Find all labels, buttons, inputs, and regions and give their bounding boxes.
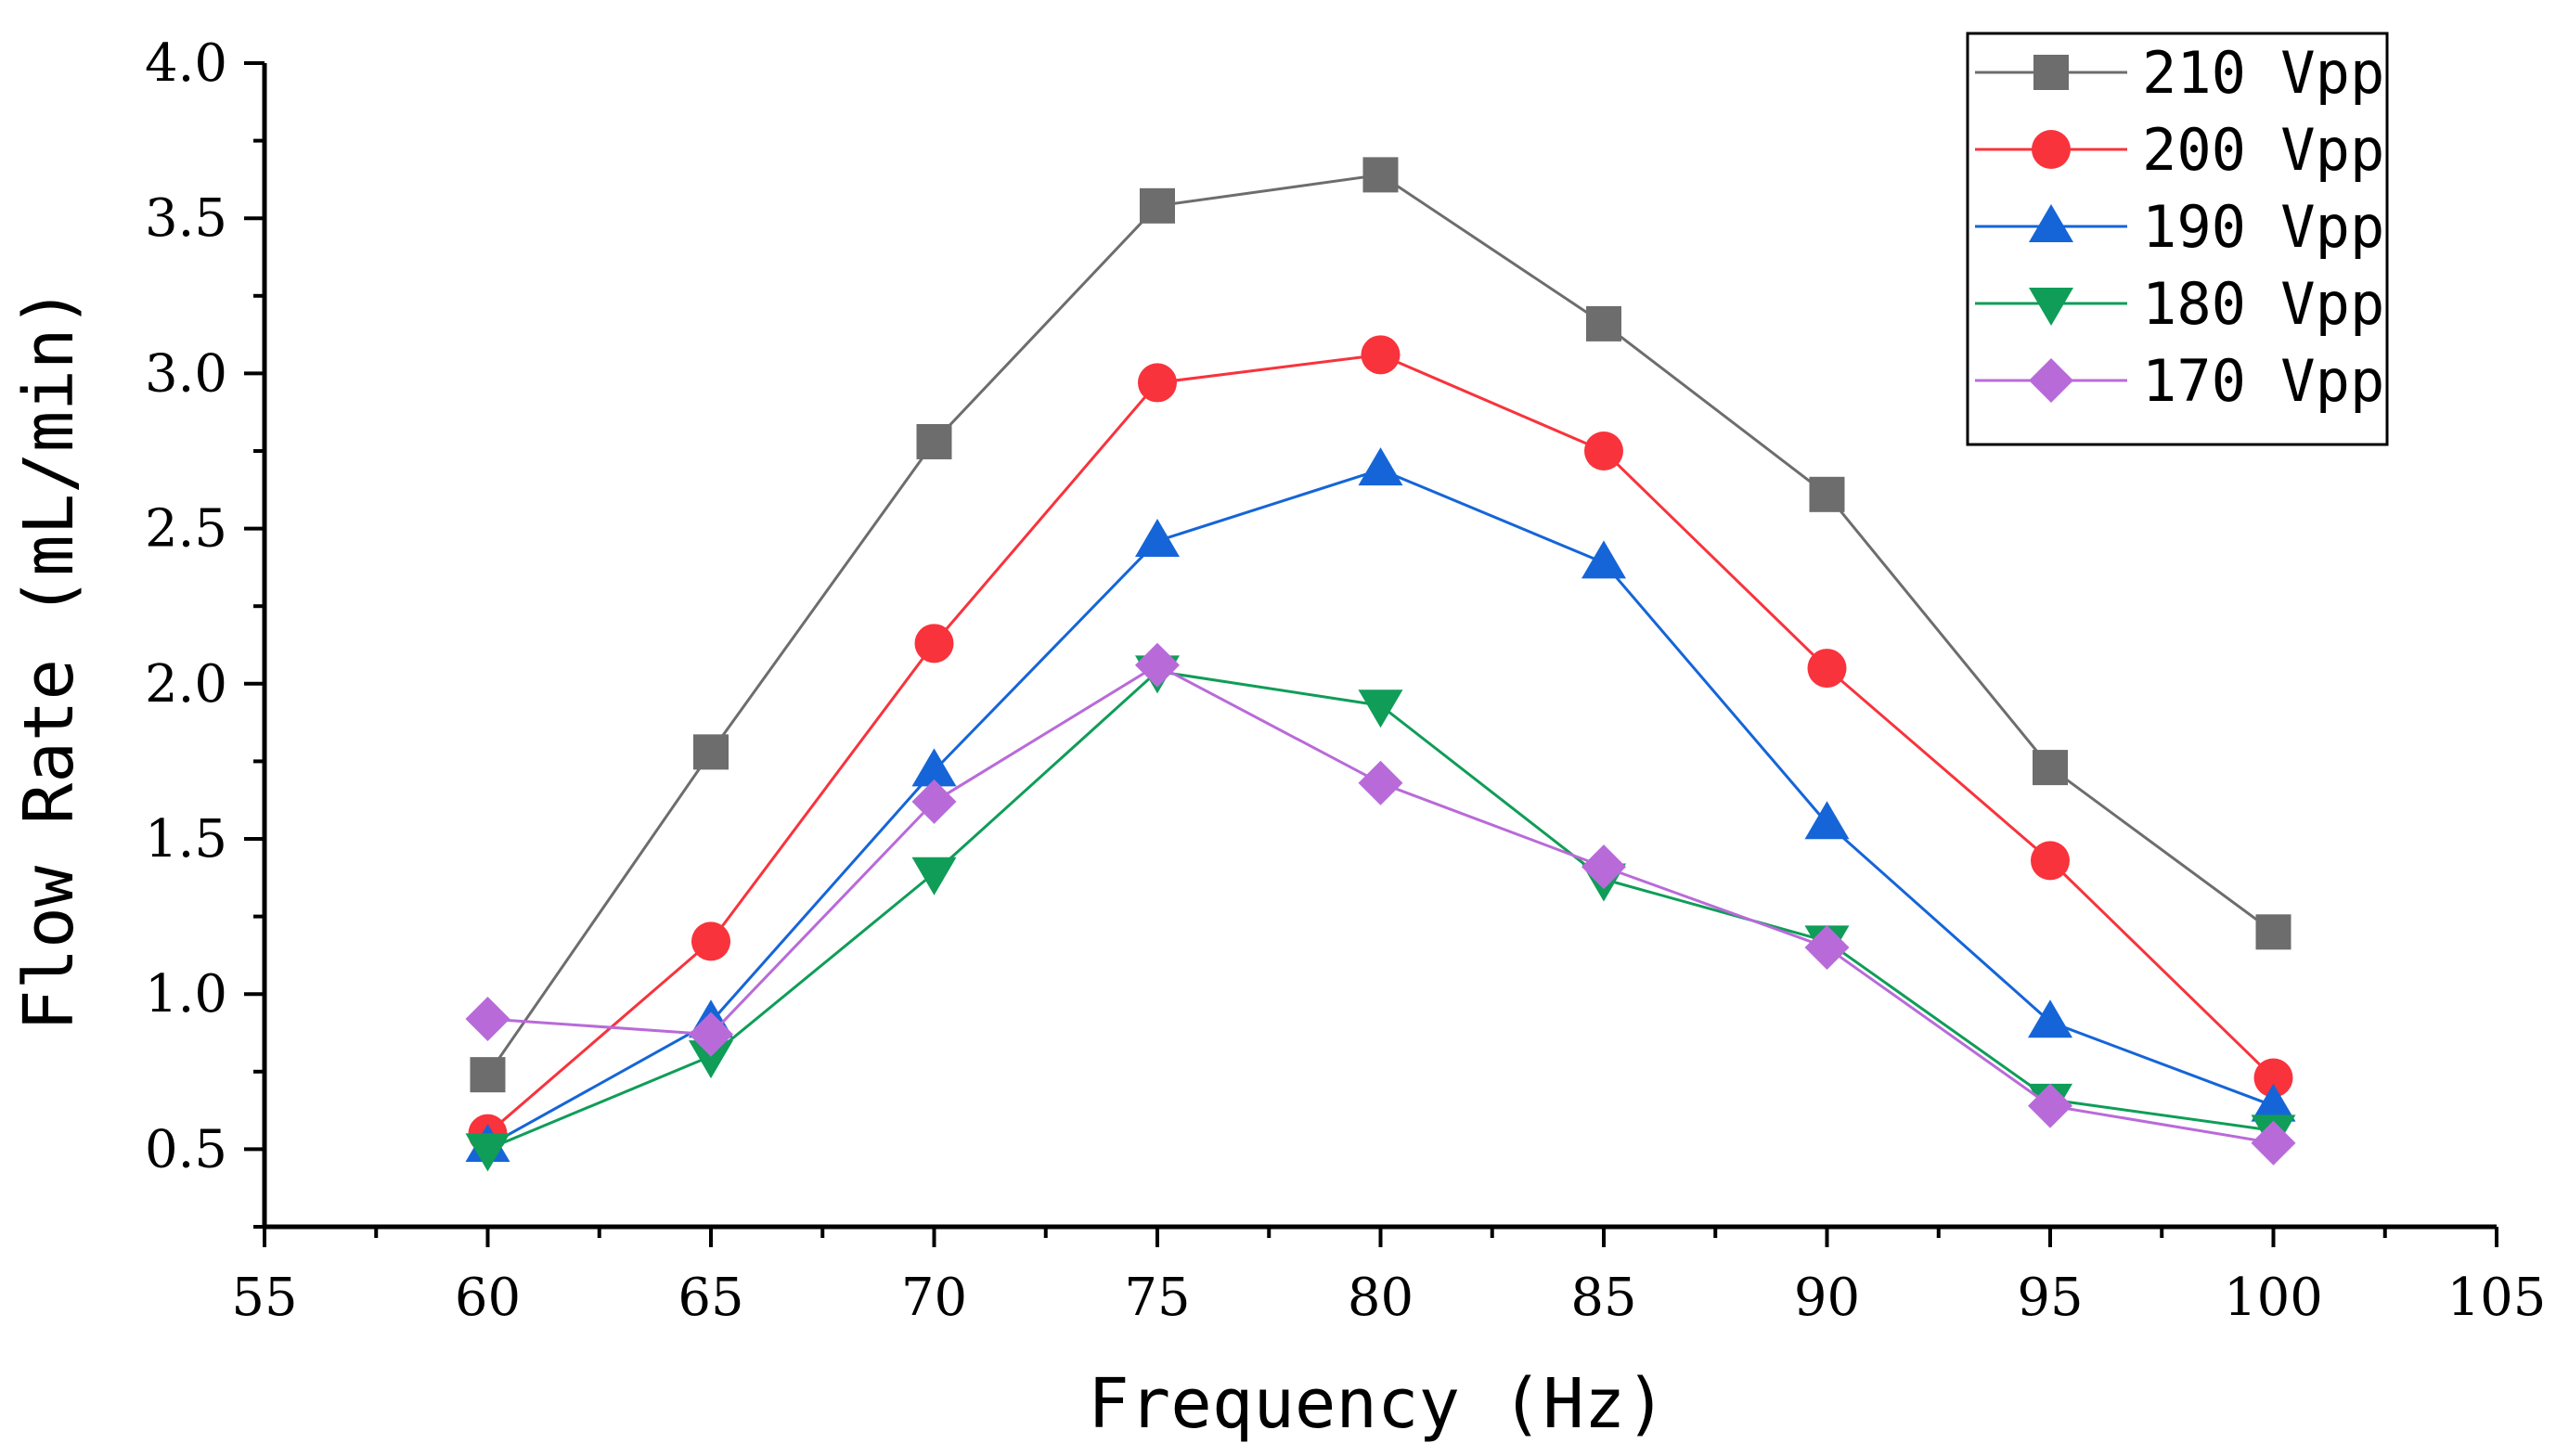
data-point [911, 748, 957, 787]
data-point [1361, 335, 1401, 375]
data-point [1804, 801, 1850, 840]
data-point [911, 779, 957, 824]
series-line [487, 664, 2274, 1145]
data-point [2028, 1083, 2072, 1128]
data-point [1358, 447, 1403, 486]
data-point [2253, 1058, 2293, 1098]
x-tick-label: 105 [2447, 1268, 2547, 1328]
data-point [2251, 1120, 2296, 1166]
data-point [1358, 689, 1403, 728]
y-tick-label: 1.5 [145, 809, 227, 870]
legend: 210 Vpp 200 Vpp 190 Vpp 180 Vpp 170 Vpp [1966, 32, 2389, 446]
x-tick-label: 60 [455, 1268, 521, 1328]
x-tick-label: 80 [1348, 1268, 1414, 1328]
data-point [1807, 649, 1847, 689]
legend-entry: 180 Vpp [1975, 270, 2384, 338]
x-tick-label: 95 [2017, 1268, 2083, 1328]
x-tick-label: 70 [901, 1268, 967, 1328]
data-point [914, 624, 954, 664]
series-210-vpp [470, 157, 2291, 1093]
data-point [693, 734, 729, 770]
legend-label: 210 Vpp [2142, 39, 2384, 107]
y-tick-label: 2.0 [145, 654, 227, 715]
series-line [486, 468, 2275, 1148]
legend-label: 190 Vpp [2142, 193, 2384, 261]
legend-entry: 200 Vpp [1975, 116, 2384, 184]
data-point [1804, 925, 1850, 971]
y-tick-label: 2.5 [145, 499, 227, 560]
x-axis-title: Frequency (Hz) [1088, 1364, 1667, 1444]
legend-label: 170 Vpp [2142, 347, 2384, 415]
y-tick-label: 4.0 [145, 33, 227, 94]
y-tick-label: 3.5 [145, 188, 227, 249]
data-point [1584, 432, 1623, 470]
data-point [1586, 305, 1621, 341]
data-point [916, 423, 952, 459]
data-point [1362, 157, 1399, 193]
data-point [1358, 760, 1403, 805]
x-tick-label: 55 [231, 1268, 297, 1328]
data-point [1581, 540, 1626, 579]
x-tick-label: 90 [1794, 1268, 1860, 1328]
data-point [1135, 518, 1180, 557]
series-line [486, 669, 2274, 1151]
data-point [911, 857, 957, 896]
x-tick-label: 85 [1570, 1268, 1636, 1328]
data-point [2028, 999, 2072, 1038]
plot-series [465, 157, 2296, 1172]
data-point [470, 1057, 506, 1093]
series-200-vpp [468, 335, 2293, 1153]
data-point [1809, 476, 1845, 512]
y-axis-title: Flow Rate (mL/min) [9, 287, 89, 1031]
legend-marker [2029, 288, 2073, 326]
data-point [689, 1011, 733, 1057]
y-tick-label: 0.5 [145, 1119, 227, 1179]
legend-entry: 170 Vpp [1975, 347, 2384, 415]
data-point [1138, 363, 1177, 403]
legend-marker [2029, 358, 2073, 403]
data-point [1135, 642, 1180, 688]
data-point [2255, 914, 2291, 950]
y-tick-label: 3.0 [145, 343, 227, 404]
legend-label: 200 Vpp [2142, 116, 2384, 184]
data-point [691, 921, 730, 961]
axes: 55 60 65 70 75 80 85 90 95 100 105 0.5 1.0 1.5 2.0 2.5 3… [145, 33, 2547, 1328]
y-tick-label: 1.0 [145, 964, 227, 1024]
legend-marker [2033, 55, 2069, 90]
x-tick-label: 75 [1124, 1268, 1190, 1328]
series-170-vpp [465, 642, 2296, 1166]
x-tick-label: 65 [678, 1268, 743, 1328]
legend-marker [2032, 130, 2071, 169]
data-point [689, 1040, 733, 1079]
legend-entry: 190 Vpp [1975, 193, 2384, 261]
legend-label: 180 Vpp [2142, 270, 2384, 338]
legend-entry: 210 Vpp [1975, 39, 2384, 107]
data-point [2033, 750, 2068, 786]
data-point [2251, 1083, 2296, 1122]
data-point [1140, 187, 1175, 224]
data-point [465, 1133, 510, 1172]
data-point [465, 996, 510, 1041]
x-tick-label: 100 [2224, 1268, 2323, 1328]
legend-marker [2029, 204, 2073, 242]
data-point [1581, 844, 1626, 890]
data-point [2031, 841, 2070, 881]
